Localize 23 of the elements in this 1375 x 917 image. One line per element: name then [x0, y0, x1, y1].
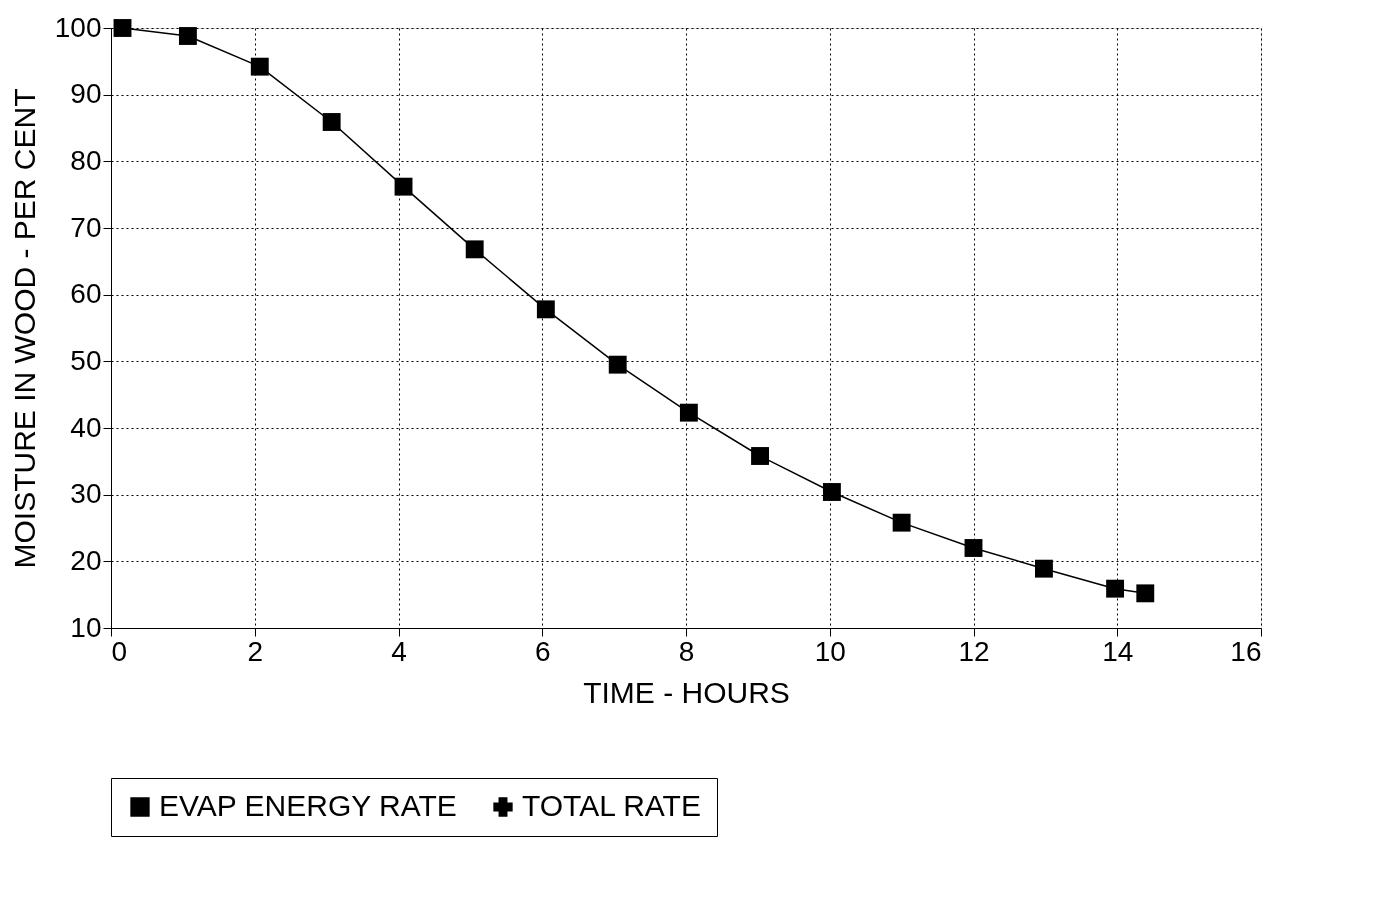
x-tick-label: 16: [1230, 635, 1262, 667]
y-tick-label: 60: [70, 278, 102, 310]
y-axis-title: MOISTURE IN WOOD - PER CENT: [7, 88, 41, 569]
legend-label: EVAP ENERGY RATE: [159, 789, 457, 822]
x-tick-label: 4: [391, 635, 407, 667]
x-tick-label: 10: [814, 635, 846, 667]
x-axis-title: TIME - HOURS: [583, 675, 790, 709]
legend-label: TOTAL RATE: [522, 789, 701, 822]
y-tick-label: 70: [70, 211, 102, 243]
x-tick-label: 6: [534, 635, 551, 667]
y-tick-label: 50: [70, 344, 102, 376]
y-tick-label: 100: [54, 11, 102, 43]
y-tick-label: 20: [70, 544, 102, 576]
x-tick-label: 0: [111, 635, 128, 667]
y-tick-label: 90: [70, 78, 102, 110]
y-tick-label: 10: [70, 611, 102, 643]
x-tick-label: 8: [678, 635, 695, 667]
x-tick-label: 2: [247, 635, 264, 667]
y-tick-label: 80: [70, 144, 102, 176]
y-tick-label: 30: [70, 478, 102, 510]
y-tick-label: 40: [70, 411, 102, 443]
x-tick-label: 12: [958, 635, 990, 667]
x-tick-label: 14: [1102, 635, 1134, 667]
